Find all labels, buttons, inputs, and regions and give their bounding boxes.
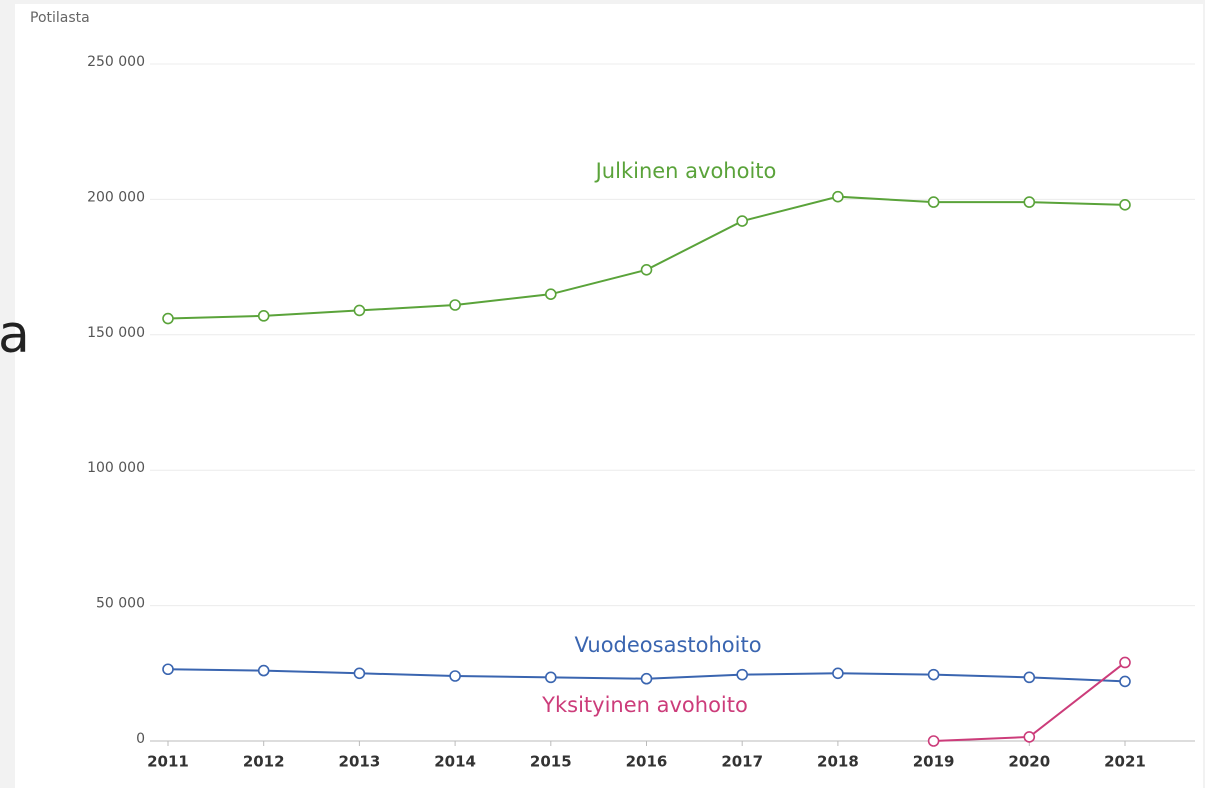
data-point xyxy=(640,264,653,276)
panel xyxy=(15,4,1203,788)
data-point xyxy=(1119,675,1131,688)
x-tick-label: 2021 xyxy=(1104,753,1146,771)
data-point xyxy=(257,664,270,677)
data-point xyxy=(1023,196,1036,208)
y-tick-label: 200 000 xyxy=(87,189,145,205)
x-tick-label: 2016 xyxy=(626,753,668,771)
x-tick-label: 2020 xyxy=(1008,753,1050,771)
data-point xyxy=(1023,731,1036,743)
data-point xyxy=(1119,656,1131,669)
x-tick-label: 2019 xyxy=(913,753,955,771)
series-label: Yksityinen avohoito xyxy=(541,693,748,717)
data-point xyxy=(927,196,940,208)
y-tick-label: 150 000 xyxy=(87,325,145,341)
x-tick-label: 2015 xyxy=(530,753,572,771)
data-point xyxy=(449,670,461,682)
x-tick-label: 2017 xyxy=(721,753,763,771)
x-tick-label: 2013 xyxy=(339,753,381,771)
data-point xyxy=(544,288,557,300)
series-label: Julkinen avohoito xyxy=(594,159,777,183)
data-point xyxy=(353,667,366,680)
x-tick-label: 2012 xyxy=(243,753,285,771)
x-tick-label: 2014 xyxy=(434,753,476,771)
series-label: Vuodeosastohoito xyxy=(574,633,761,657)
data-point xyxy=(927,735,940,747)
data-point xyxy=(544,671,557,684)
data-point xyxy=(353,304,366,317)
data-point xyxy=(640,672,653,685)
y-axis-label: Potilasta xyxy=(30,10,90,26)
data-point xyxy=(736,668,749,681)
data-point xyxy=(736,215,749,227)
y-tick-label: 250 000 xyxy=(87,54,145,70)
cropped-text: a xyxy=(0,305,30,365)
data-point xyxy=(162,312,174,325)
y-tick-label: 0 xyxy=(136,731,145,747)
data-point xyxy=(162,663,174,676)
data-point xyxy=(832,667,844,680)
y-tick-label: 50 000 xyxy=(96,596,145,612)
data-point xyxy=(1023,671,1036,684)
x-tick-label: 2011 xyxy=(147,753,189,771)
x-tick-label: 2018 xyxy=(817,753,859,771)
data-point xyxy=(1119,199,1131,211)
y-tick-label: 100 000 xyxy=(87,460,145,476)
data-point xyxy=(927,668,940,681)
data-point xyxy=(257,310,270,322)
data-point xyxy=(832,190,844,203)
data-point xyxy=(449,299,461,311)
